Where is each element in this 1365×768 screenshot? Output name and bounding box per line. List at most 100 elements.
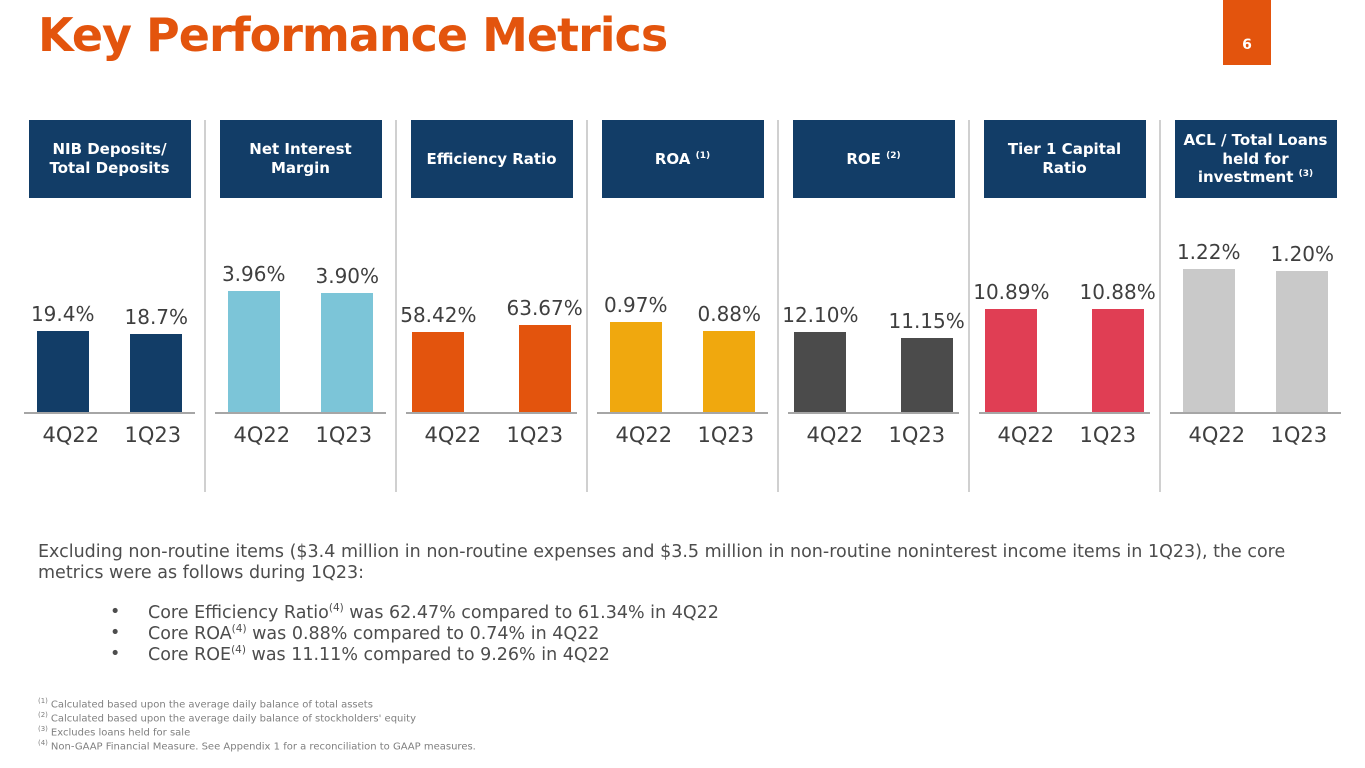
x-axis-label: 1Q23 <box>1270 423 1328 447</box>
bar-group: 18.7% <box>124 305 189 412</box>
bar-value-label: 1.20% <box>1270 242 1335 266</box>
bar-group: 12.10% <box>782 303 859 412</box>
footnotes-section: (1) Calculated based upon the average dai… <box>38 697 476 754</box>
chart-panel-4: ROA (1) 0.97% 0.88% 4Q22 1Q23 <box>588 120 779 492</box>
core-metric-bullet: Core ROE(4) was 11.11% compared to 9.26%… <box>110 644 1325 665</box>
x-axis-label: 1Q23 <box>1079 423 1137 447</box>
bar <box>518 325 571 412</box>
x-axis-labels: 4Q22 1Q23 <box>424 423 564 447</box>
bar-group: 63.67% <box>507 297 583 412</box>
bar-group: 58.42% <box>400 303 477 412</box>
bar-value-label: 0.97% <box>603 293 668 317</box>
x-axis-label: 4Q22 <box>806 423 864 447</box>
chart-plot-area: 10.89% 10.88% <box>973 234 1156 412</box>
charts-row: NIB Deposits/ Total Deposits 19.4% 18.7% … <box>15 120 1350 492</box>
x-axis-label: 4Q22 <box>424 423 482 447</box>
bar-value-label: 18.7% <box>124 305 189 329</box>
chart-panel-3: Efficiency Ratio 58.42% 63.67% 4Q22 1Q23 <box>397 120 588 492</box>
bar-value-label: 58.42% <box>400 303 477 327</box>
chart-header: Efficiency Ratio <box>410 120 573 198</box>
chart-header: NIB Deposits/ Total Deposits <box>28 120 191 198</box>
chart-plot-area: 19.4% 18.7% <box>31 234 188 412</box>
x-axis-line <box>788 412 959 414</box>
chart-plot-area: 58.42% 63.67% <box>400 234 583 412</box>
footnote-marker: (4) <box>231 644 246 657</box>
bar-value-label: 3.90% <box>315 264 380 288</box>
footnote: (2) Calculated based upon the average dai… <box>38 711 417 725</box>
x-axis-labels: 4Q22 1Q23 <box>1188 423 1328 447</box>
x-axis-label: 4Q22 <box>233 423 291 447</box>
page-number-badge: 6 <box>1223 0 1271 65</box>
commentary-section: Excluding non-routine items ($3.4 millio… <box>38 542 1325 666</box>
x-axis-labels: 4Q22 1Q23 <box>806 423 946 447</box>
chart-plot-area: 0.97% 0.88% <box>604 234 761 412</box>
bar <box>703 331 756 412</box>
chart-title: NIB Deposits/ Total Deposits <box>49 140 170 177</box>
bar-group: 19.4% <box>31 303 95 412</box>
core-metrics-bullet-list: Core Efficiency Ratio(4) was 62.47% comp… <box>38 602 1325 666</box>
bar-value-label: 3.96% <box>221 262 286 286</box>
chart-panel-7: ACL / Total Loans held for investment (3… <box>1161 120 1350 492</box>
bar-value-label: 10.89% <box>973 280 1050 304</box>
bar <box>794 332 847 412</box>
chart-title: ACL / Total Loans held for investment (3… <box>1183 130 1328 187</box>
bar <box>227 291 280 412</box>
footnote: (1) Calculated based upon the average dai… <box>38 697 373 711</box>
footnote-marker: (3) <box>1298 169 1314 180</box>
x-axis-label: 1Q23 <box>315 423 373 447</box>
bar-value-label: 11.15% <box>888 309 965 333</box>
bar-value-label: 1.22% <box>1176 240 1241 264</box>
page-title: Key Performance Metrics <box>38 8 668 62</box>
bar-group: 1.22% <box>1177 241 1241 412</box>
bar <box>1182 269 1235 412</box>
footnote-marker: (2) <box>886 150 901 161</box>
bar <box>609 322 662 412</box>
bar-value-label: 0.88% <box>697 302 762 326</box>
footnote-marker: (1) <box>38 697 48 705</box>
bar <box>985 309 1038 412</box>
chart-title: ROE (2) <box>846 149 901 168</box>
x-axis-labels: 4Q22 1Q23 <box>42 423 182 447</box>
footnote-marker: (3) <box>38 725 48 734</box>
chart-panel-2: Net Interest Margin 3.96% 3.90% 4Q22 1Q23 <box>206 120 397 492</box>
bar <box>1276 271 1329 412</box>
page-number: 6 <box>1242 37 1252 53</box>
chart-header: ACL / Total Loans held for investment (3… <box>1174 120 1337 198</box>
x-axis-label: 1Q23 <box>506 423 564 447</box>
footnote: (3) Excludes loans held for sale <box>38 725 191 739</box>
x-axis-line <box>406 412 577 414</box>
x-axis-line <box>979 412 1150 414</box>
x-axis-label: 1Q23 <box>888 423 946 447</box>
footnote-marker: (1) <box>695 150 711 161</box>
bar-group: 1.20% <box>1270 242 1335 412</box>
chart-header: Tier 1 Capital Ratio <box>983 120 1146 198</box>
x-axis-label: 1Q23 <box>124 423 182 447</box>
x-axis-line <box>597 412 768 414</box>
x-axis-labels: 4Q22 1Q23 <box>997 423 1137 447</box>
bar-group: 0.97% <box>604 294 668 412</box>
footnote-marker: (4) <box>328 601 344 614</box>
x-axis-label: 4Q22 <box>1188 423 1246 447</box>
chart-plot-area: 12.10% 11.15% <box>782 234 965 412</box>
x-axis-label: 4Q22 <box>997 423 1055 447</box>
bar <box>1091 309 1144 412</box>
x-axis-label: 1Q23 <box>697 423 755 447</box>
bar-group: 11.15% <box>889 310 965 412</box>
bar-group: 10.88% <box>1080 281 1156 412</box>
x-axis-line <box>1170 412 1341 414</box>
x-axis-label: 4Q22 <box>42 423 100 447</box>
chart-title: ROA (1) <box>654 149 711 168</box>
x-axis-labels: 4Q22 1Q23 <box>233 423 373 447</box>
bar <box>36 331 89 412</box>
footnote-marker: (4) <box>231 622 247 635</box>
bar-value-label: 19.4% <box>30 302 95 326</box>
x-axis-line <box>24 412 195 414</box>
bar <box>130 334 183 412</box>
bar <box>412 332 465 412</box>
chart-title: Net Interest Margin <box>249 140 352 177</box>
bar <box>900 338 953 412</box>
bar-value-label: 12.10% <box>782 303 859 327</box>
bar-group: 10.89% <box>973 280 1050 412</box>
chart-panel-1: NIB Deposits/ Total Deposits 19.4% 18.7% … <box>15 120 206 492</box>
chart-panel-5: ROE (2) 12.10% 11.15% 4Q22 1Q23 <box>779 120 970 492</box>
